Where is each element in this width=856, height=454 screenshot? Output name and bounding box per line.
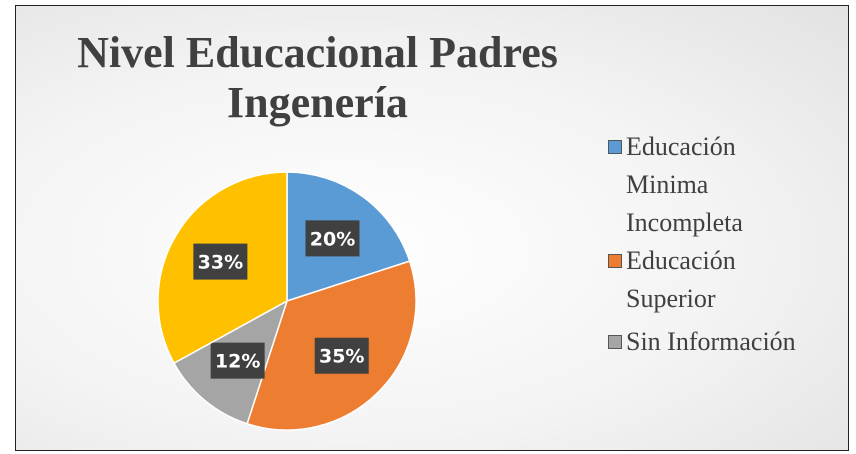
legend-label: Educación Minima Incompleta (626, 132, 743, 237)
data-label: 33% (198, 252, 243, 274)
legend-swatch (608, 254, 622, 268)
legend-swatch (608, 335, 622, 349)
data-label: 20% (310, 228, 355, 250)
title-box: Nivel Educacional Padres Ingenería (77, 28, 558, 127)
legend-entry: Educación Superior (608, 242, 786, 318)
legend-swatch (608, 140, 622, 154)
legend-label: Educación Superior (626, 246, 736, 313)
chart-area (15, 5, 849, 451)
legend-entry: Sin Información (608, 323, 856, 361)
data-label: 12% (215, 351, 260, 373)
data-label: 35% (319, 346, 364, 368)
legend-label: Sin Información (626, 327, 796, 356)
chart-title: Nivel Educacional Padres Ingenería (77, 28, 558, 127)
data-label-box (314, 337, 369, 374)
legend-entry: Educación Minima Incompleta (608, 128, 786, 242)
data-label-box (210, 342, 265, 379)
data-label-box (305, 220, 360, 257)
data-label-box (193, 243, 248, 280)
